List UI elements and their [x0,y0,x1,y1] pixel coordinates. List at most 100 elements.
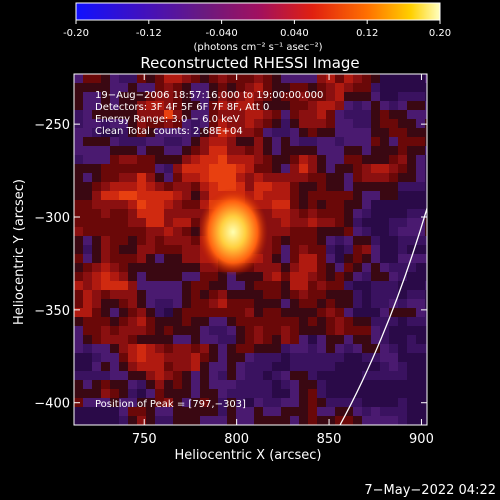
heatmap-cell [425,416,427,425]
heatmap-cell [380,380,389,389]
heatmap-cell [362,317,371,326]
heatmap-cell [272,128,281,137]
heatmap-cell [119,101,128,110]
heatmap-cell [344,92,353,101]
heatmap-cell [353,326,362,335]
annotation-line-1: 19−Aug−2006 18:57:16.000 to 19:00:00.000 [95,90,323,101]
heatmap-cell [119,389,128,398]
heatmap-cell [218,164,227,173]
heatmap-cell [380,254,389,263]
heatmap-cell [164,218,173,227]
heatmap-cell [335,317,344,326]
heatmap-cell [128,200,137,209]
heatmap-cell [227,290,236,299]
heatmap-cell [290,317,299,326]
heatmap-cell [371,245,380,254]
heatmap-cell [353,173,362,182]
heatmap-cell [218,92,227,101]
heatmap-cell [137,227,146,236]
heatmap-cell [362,218,371,227]
heatmap-cell [299,407,308,416]
heatmap-cell [137,182,146,191]
heatmap-cell [290,362,299,371]
heatmap-cell [128,281,137,290]
heatmap-cell [335,290,344,299]
colorbar-tick-label: -0.12 [136,28,162,39]
heatmap-cell [245,335,254,344]
heatmap-cell [110,128,119,137]
heatmap-cell [173,146,182,155]
heatmap-cell [173,389,182,398]
heatmap-cell [128,416,137,425]
heatmap-cell [218,299,227,308]
heatmap-cell [146,335,155,344]
heatmap-cell [389,281,398,290]
heatmap-cell [326,146,335,155]
heatmap-cell [317,74,326,83]
heatmap-cell [398,137,407,146]
heatmap-cell [83,254,92,263]
heatmap-cell [344,326,353,335]
heatmap-cell [254,83,263,92]
heatmap-cell [83,398,92,407]
heatmap-cell [191,128,200,137]
heatmap-cell [191,200,200,209]
heatmap-cell [398,335,407,344]
heatmap-cell [245,371,254,380]
heatmap-cell [362,263,371,272]
heatmap-cell [299,299,308,308]
heatmap-cell [299,416,308,425]
heatmap-cell [173,101,182,110]
heatmap-cell [371,119,380,128]
heatmap-cell [299,191,308,200]
heatmap-cell [326,92,335,101]
heatmap-cell [389,92,398,101]
heatmap-cell [83,110,92,119]
annotation-line-2: Detectors: 3F 4F 5F 6F 7F 8F, Att 0 [95,102,269,113]
heatmap-cell [389,110,398,119]
heatmap-cell [425,371,427,380]
heatmap-cell [380,416,389,425]
heatmap-cell [263,335,272,344]
heatmap-cell [191,407,200,416]
heatmap-cell [263,398,272,407]
heatmap-cell [155,344,164,353]
heatmap-cell [209,137,218,146]
heatmap-cell [155,299,164,308]
heatmap-cell [164,371,173,380]
heatmap-cell [92,227,101,236]
heatmap-cell [236,326,245,335]
heatmap-cell [299,380,308,389]
heatmap-cell [425,407,427,416]
heatmap-cell [155,362,164,371]
heatmap-cell [173,74,182,83]
heatmap-cell [317,389,326,398]
heatmap-cell [425,182,427,191]
heatmap-cell [164,92,173,101]
heatmap-cell [425,191,427,200]
heatmap-cell [137,371,146,380]
heatmap-cell [173,326,182,335]
heatmap-cell [227,371,236,380]
heatmap-cell [380,119,389,128]
heatmap-cell [155,146,164,155]
heatmap-cell [236,137,245,146]
heatmap-cell [371,254,380,263]
heatmap-cell [119,371,128,380]
heatmap-cell [362,344,371,353]
heatmap-cell [173,299,182,308]
heatmap-cell [272,200,281,209]
heatmap-cell [317,119,326,128]
heatmap-cell [362,326,371,335]
heatmap-cell [353,128,362,137]
heatmap-cell [353,263,362,272]
heatmap-cell [173,407,182,416]
heatmap-cell [272,299,281,308]
heatmap-cell [119,146,128,155]
heatmap-cell [290,344,299,353]
heatmap-cell [308,236,317,245]
heatmap-cell [110,191,119,200]
heatmap-cell [389,344,398,353]
heatmap-cell [362,389,371,398]
heatmap-cell [425,110,427,119]
